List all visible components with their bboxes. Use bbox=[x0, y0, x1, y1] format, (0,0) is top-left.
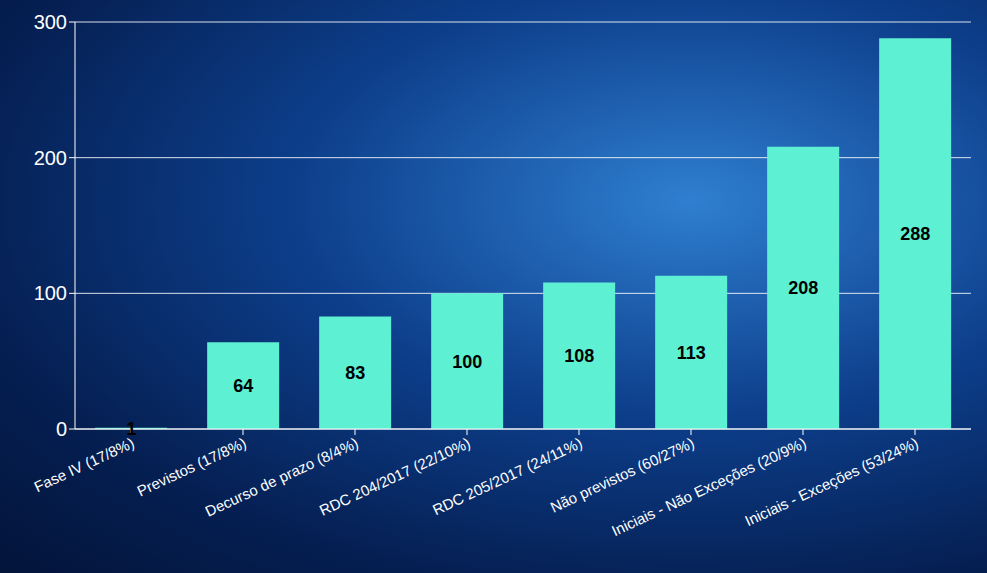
svg-text:Iniciais - Exceções (53/24%): Iniciais - Exceções (53/24%) bbox=[742, 434, 921, 529]
svg-text:83: 83 bbox=[345, 363, 365, 383]
svg-text:208: 208 bbox=[788, 278, 818, 298]
svg-text:0: 0 bbox=[56, 418, 67, 440]
svg-text:100: 100 bbox=[452, 352, 482, 372]
svg-text:100: 100 bbox=[34, 282, 67, 304]
svg-text:RDC 205/2017 (24/11%): RDC 205/2017 (24/11%) bbox=[429, 434, 585, 519]
svg-text:Iniciais - Não Exceções (20/9%: Iniciais - Não Exceções (20/9%) bbox=[609, 434, 809, 539]
svg-text:1: 1 bbox=[126, 419, 136, 439]
svg-text:113: 113 bbox=[677, 343, 706, 363]
svg-text:288: 288 bbox=[900, 224, 930, 244]
svg-text:Decurso de prazo (8/4%): Decurso de prazo (8/4%) bbox=[202, 434, 361, 520]
svg-text:RDC 204/2017 (22/10%): RDC 204/2017 (22/10%) bbox=[316, 434, 473, 519]
svg-text:Fase IV (17/8%): Fase IV (17/8%) bbox=[31, 434, 136, 495]
svg-text:Previstos (17/8%): Previstos (17/8%) bbox=[134, 434, 248, 499]
svg-text:300: 300 bbox=[34, 11, 67, 33]
svg-text:108: 108 bbox=[564, 346, 594, 366]
svg-text:Não previstos (60/27%): Não previstos (60/27%) bbox=[547, 434, 697, 516]
svg-text:64: 64 bbox=[233, 376, 253, 396]
svg-text:200: 200 bbox=[34, 147, 67, 169]
